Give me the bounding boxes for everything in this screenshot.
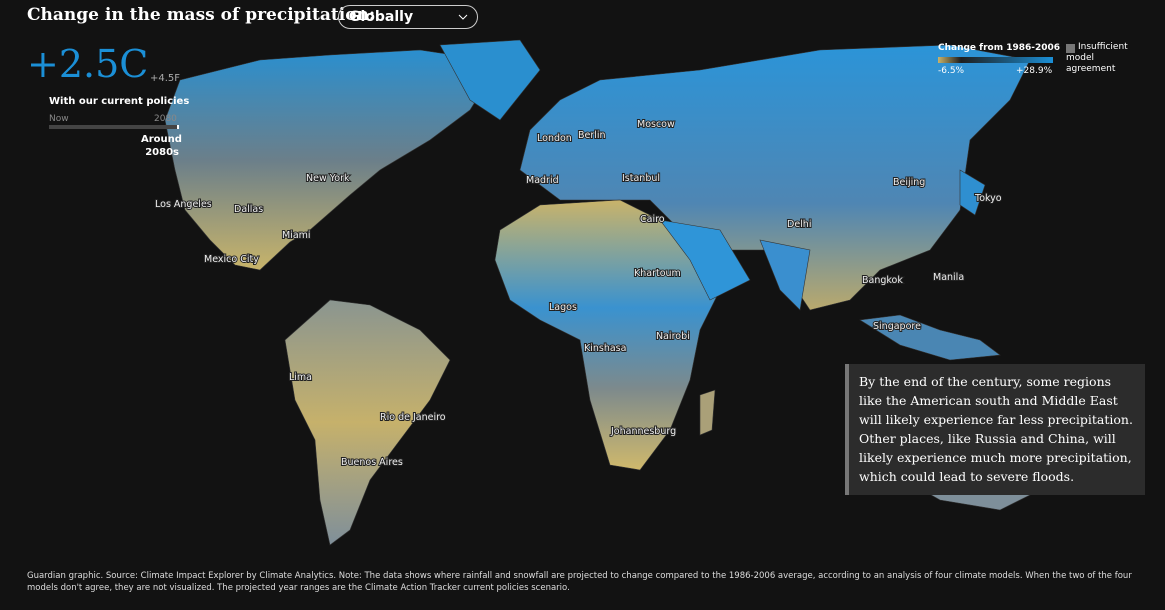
dropdown-label: Globally bbox=[349, 9, 414, 25]
city-label: Beijing bbox=[893, 177, 925, 188]
city-label: Miami bbox=[282, 230, 311, 241]
legend-max: +28.9% bbox=[1016, 66, 1053, 76]
timeline-marker: Around 2080s bbox=[141, 133, 182, 159]
callout: By the end of the century, some regions … bbox=[845, 364, 1145, 495]
policy-label: With our current policies bbox=[49, 96, 190, 107]
warming-celsius: +2.5C bbox=[27, 42, 149, 86]
city-label: Singapore bbox=[873, 321, 921, 332]
city-label: Rio de Janeiro bbox=[380, 412, 446, 423]
legend-min: -6.5% bbox=[938, 66, 965, 76]
city-label: Los Angeles bbox=[155, 199, 212, 210]
timeline bbox=[49, 125, 179, 129]
region-dropdown[interactable]: Globally bbox=[338, 5, 478, 29]
timeline-end: 2080 bbox=[154, 114, 177, 124]
marker-line: 2080s bbox=[145, 147, 179, 158]
chevron bbox=[458, 14, 468, 20]
city-label: Lagos bbox=[549, 302, 577, 313]
legend-gradient bbox=[938, 57, 1053, 63]
city-label: Kinshasa bbox=[584, 343, 626, 354]
legend-swatch bbox=[1066, 44, 1075, 53]
city-label: Delhi bbox=[787, 219, 811, 230]
city-label: Buenos Aires bbox=[341, 457, 403, 468]
city-label: Nairobi bbox=[656, 331, 690, 342]
city-label: Madrid bbox=[526, 175, 559, 186]
city-label: Manila bbox=[933, 272, 964, 283]
city-label: Mexico City bbox=[204, 254, 259, 265]
city-label: Cairo bbox=[640, 214, 665, 225]
city-label: Khartoum bbox=[634, 268, 681, 279]
city-label: Berlin bbox=[578, 130, 606, 141]
legend-title: Change from 1986-2006 bbox=[938, 43, 1061, 53]
city-label: New York bbox=[306, 173, 350, 184]
city-label: Dallas bbox=[234, 204, 263, 215]
city-label: Istanbul bbox=[622, 173, 660, 184]
city-label: Johannesburg bbox=[610, 426, 676, 437]
marker-line: Around bbox=[141, 134, 182, 145]
footnote: Guardian graphic. Source: Climate Impact… bbox=[27, 571, 1132, 593]
city-label: Moscow bbox=[637, 119, 675, 130]
timeline-start: Now bbox=[49, 114, 69, 124]
warming-fahrenheit: +4.5F bbox=[150, 73, 181, 84]
city-label: London bbox=[537, 133, 572, 144]
city-label: Bangkok bbox=[862, 275, 903, 286]
city-label: Tokyo bbox=[974, 193, 1002, 204]
legend-insufficient: Insufficient model agreement bbox=[1066, 42, 1128, 74]
title: Change in the mass of precipitation: bbox=[27, 5, 376, 25]
city-label: Lima bbox=[289, 372, 312, 383]
